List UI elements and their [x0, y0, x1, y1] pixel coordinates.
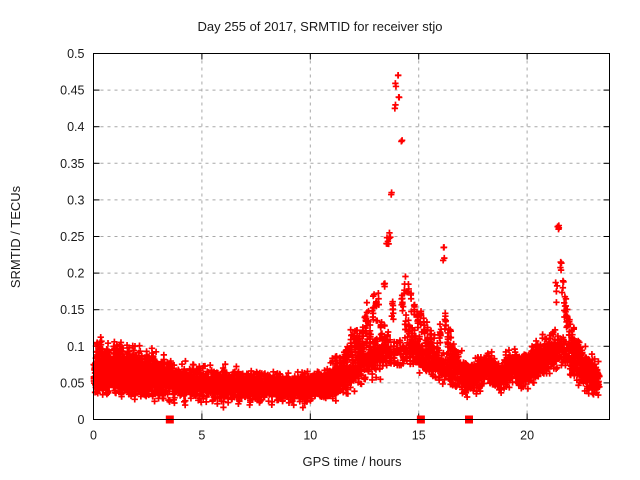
y-tick-label: 0.4 — [67, 120, 84, 134]
y-tick-label: 0.3 — [67, 193, 84, 207]
x-axis-label: GPS time / hours — [303, 454, 402, 469]
data-point-marker — [136, 342, 143, 349]
data-point-marker — [149, 353, 157, 361]
data-point-marker — [182, 397, 189, 404]
data-point-marker — [97, 339, 104, 346]
data-point-marker — [137, 347, 144, 355]
data-point-marker — [167, 359, 174, 367]
data-point-marker — [130, 347, 138, 354]
chart-title: Day 255 of 2017, SRMTID for receiver stj… — [198, 19, 443, 34]
data-point-marker — [160, 395, 167, 402]
data-point-marker — [152, 348, 160, 356]
data-points — [90, 72, 603, 411]
data-point-marker — [148, 345, 156, 352]
data-point-marker — [151, 398, 158, 405]
data-point-marker — [160, 351, 168, 359]
y-tick-label: 0 — [78, 413, 85, 427]
data-point-marker — [112, 389, 119, 397]
y-axis-label: SRMTID / TECUs — [8, 185, 23, 288]
y-tick-label: 0.5 — [67, 47, 84, 61]
data-point-marker — [170, 361, 178, 369]
x-tick-label: 5 — [198, 429, 205, 443]
data-point-marker — [171, 394, 178, 401]
y-tick-label: 0.05 — [60, 376, 84, 390]
grid-lines — [93, 53, 610, 420]
data-point-marker — [117, 339, 125, 346]
y-tick-label: 0.35 — [60, 157, 84, 171]
axis-ticks — [93, 53, 610, 420]
x-tick-label: 15 — [412, 429, 426, 443]
y-tick-label: 0.45 — [60, 84, 84, 98]
data-point-marker — [169, 365, 176, 372]
data-point-marker — [165, 397, 172, 404]
y-tick-label: 0.2 — [67, 267, 84, 281]
data-point-marker — [119, 344, 127, 352]
data-point-marker — [178, 361, 186, 368]
y-tick-label: 0.1 — [67, 340, 84, 354]
axis-tick-labels: 0 0.05 0.1 0.15 0.2 0.25 0.3 0.35 0.4 0.45 0.5 0 5 10… — [60, 47, 534, 443]
data-point-marker — [182, 357, 189, 365]
data-point-marker — [126, 351, 133, 358]
data-point-marker — [104, 339, 112, 347]
y-tick-label: 0.25 — [60, 230, 84, 244]
x-tick-label: 20 — [520, 429, 534, 443]
x-tick-label: 10 — [303, 429, 317, 443]
y-tick-label: 0.15 — [60, 303, 84, 317]
data-point-marker — [105, 349, 113, 356]
data-point-marker — [131, 391, 139, 399]
x-tick-label: 0 — [90, 429, 97, 443]
data-point-marker — [181, 398, 188, 405]
